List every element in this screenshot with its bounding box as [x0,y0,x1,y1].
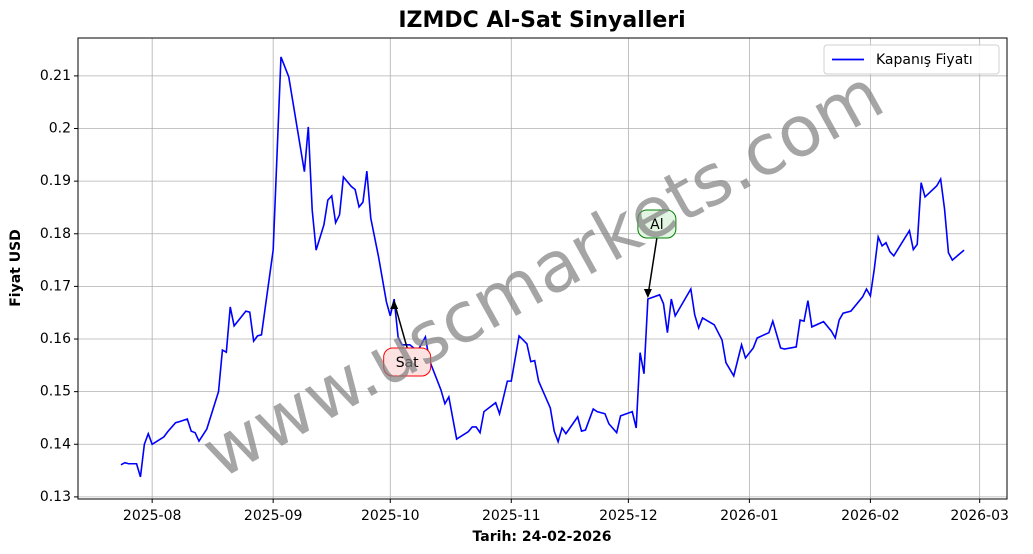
x-tick-label: 2025-10 [361,508,420,524]
x-tick-label: 2026-03 [950,508,1009,524]
x-tick-label: 2025-11 [482,508,541,524]
y-tick-label: 0.16 [40,331,71,347]
annotation-label: Sat [396,355,419,371]
y-tick-label: 0.19 [40,173,71,189]
annotation-arrow [647,237,658,297]
y-tick-label: 0.14 [40,436,71,452]
legend-label: Kapanış Fiyatı [876,52,973,68]
arrow-head [390,300,399,310]
y-axis-label: Fiyat USD [8,229,24,307]
annotation-box [637,209,677,239]
x-axis-label: Tarih: 24-02-2026 [473,529,612,545]
annotation-label: Al [650,217,663,233]
y-tick-label: 0.13 [40,489,71,505]
x-tick-label: 2026-01 [720,508,779,524]
annotation-box [383,347,432,377]
legend-box [823,44,1000,75]
plot-frame [77,37,1008,500]
y-tick-label: 0.2 [49,121,71,137]
y-tick-label: 0.15 [40,384,71,400]
annotation-arrow [393,301,408,349]
chart-title: IZMDC Al-Sat Sinyalleri [398,8,685,33]
y-tick-label: 0.17 [40,278,71,294]
price-line [120,56,965,478]
x-tick-label: 2025-12 [599,508,658,524]
x-tick-label: 2026-02 [841,508,900,524]
y-tick-label: 0.18 [40,226,71,242]
x-tick-label: 2025-08 [123,508,182,524]
arrow-head [643,289,652,299]
x-tick-label: 2025-09 [244,508,303,524]
y-tick-label: 0.21 [40,68,71,84]
